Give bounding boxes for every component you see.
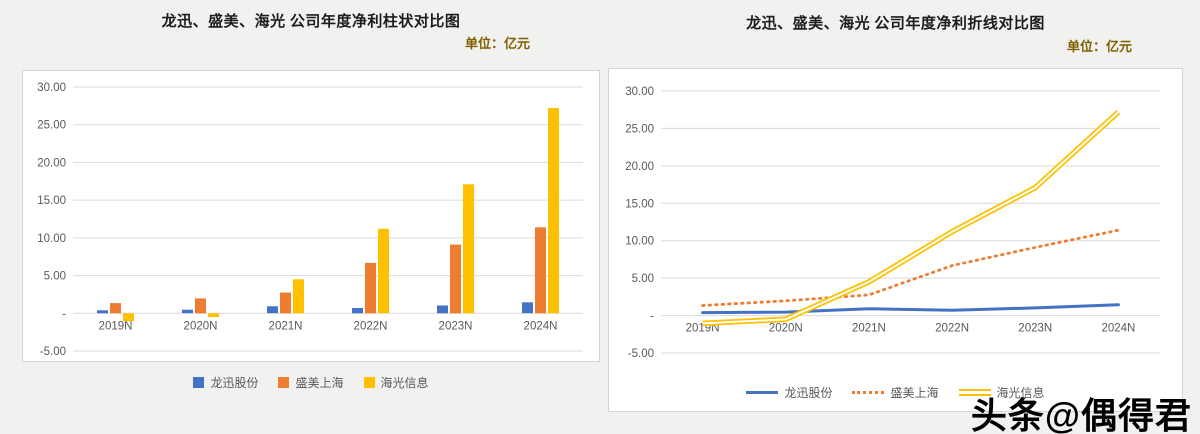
svg-text:2023N: 2023N [439, 320, 473, 332]
svg-text:-: - [62, 308, 66, 320]
bar-chart-unit-label: 单位：亿元 [464, 36, 530, 51]
legend-swatch-haiguang [363, 377, 375, 388]
svg-text:-5.00: -5.00 [628, 348, 654, 360]
line-chart-panel: 30.00 25.00 20.00 15.00 10.00 5.00- -5.00 2019N… [608, 68, 1183, 412]
legend-item: 海光信息 [958, 384, 1045, 401]
svg-text:2020N: 2020N [184, 320, 218, 332]
svg-text:5.00: 5.00 [44, 271, 66, 283]
svg-text:-5.00: -5.00 [40, 346, 66, 358]
legend-label: 海光信息 [380, 376, 429, 390]
legend-swatch-longxun [193, 377, 205, 388]
bar-chart-title: 龙迅、盛美、海光 公司年度净利柱状对比图 [161, 14, 461, 30]
svg-text:25.00: 25.00 [37, 120, 66, 132]
line-chart-legend: 龙迅股份 盛美上海 海光信息 [609, 384, 1182, 401]
legend-item: 盛美上海 [852, 384, 939, 401]
legend-item: 盛美上海 [278, 374, 344, 391]
svg-text:30.00: 30.00 [625, 86, 654, 98]
legend-label: 龙迅股份 [784, 386, 833, 400]
legend-label: 盛美上海 [890, 386, 939, 400]
svg-text:2021N: 2021N [269, 320, 303, 332]
legend-item: 海光信息 [363, 374, 429, 391]
svg-text:20.00: 20.00 [625, 161, 654, 173]
svg-text:5.00: 5.00 [632, 273, 654, 285]
watermark: 头条@偶得君 [970, 395, 1192, 434]
svg-text:2022N: 2022N [354, 320, 388, 332]
legend-label: 龙迅股份 [210, 376, 259, 390]
svg-text:2023N: 2023N [1018, 323, 1052, 335]
legend-line-shengmei [852, 391, 885, 394]
svg-text:2020N: 2020N [769, 323, 803, 335]
legend-line-haiguang [958, 389, 991, 396]
bar-chart-legend: 龙迅股份 盛美上海 海光信息 [22, 374, 600, 391]
svg-text:-: - [650, 311, 654, 323]
svg-text:10.00: 10.00 [625, 236, 654, 248]
svg-text:15.00: 15.00 [625, 198, 654, 210]
legend-label: 盛美上海 [295, 376, 344, 390]
line-chart-plot: 30.0025.0020.0015.0010.005.00--5.002019N… [625, 86, 1160, 360]
legend-swatch-shengmei [278, 377, 290, 388]
svg-text:2024N: 2024N [524, 320, 558, 332]
svg-text:2021N: 2021N [852, 323, 886, 335]
svg-text:2022N: 2022N [935, 323, 969, 335]
bar-chart-panel: 30.00 25.00 20.00 15.00 10.00 5.00 - -5.00 2019N… [22, 70, 600, 362]
legend-item: 龙迅股份 [746, 384, 832, 401]
svg-text:10.00: 10.00 [37, 233, 66, 245]
legend-item: 龙迅股份 [193, 374, 258, 391]
svg-text:2019N: 2019N [99, 320, 133, 332]
legend-line-longxun [746, 391, 779, 394]
bar-chart-plot: 30.00 25.00 20.00 15.00 10.00 5.00 - -5.00 2019N… [37, 82, 583, 358]
svg-text:20.00: 20.00 [37, 157, 66, 169]
line-chart-title: 龙迅、盛美、海光 公司年度净利折线对比图 [746, 16, 1045, 32]
svg-text:15.00: 15.00 [37, 195, 66, 207]
legend-label: 海光信息 [996, 386, 1045, 400]
svg-text:2024N: 2024N [1101, 323, 1135, 335]
svg-text:30.00: 30.00 [37, 82, 66, 94]
svg-text:25.00: 25.00 [625, 123, 654, 135]
line-chart-unit-label: 单位：亿元 [1066, 39, 1132, 54]
